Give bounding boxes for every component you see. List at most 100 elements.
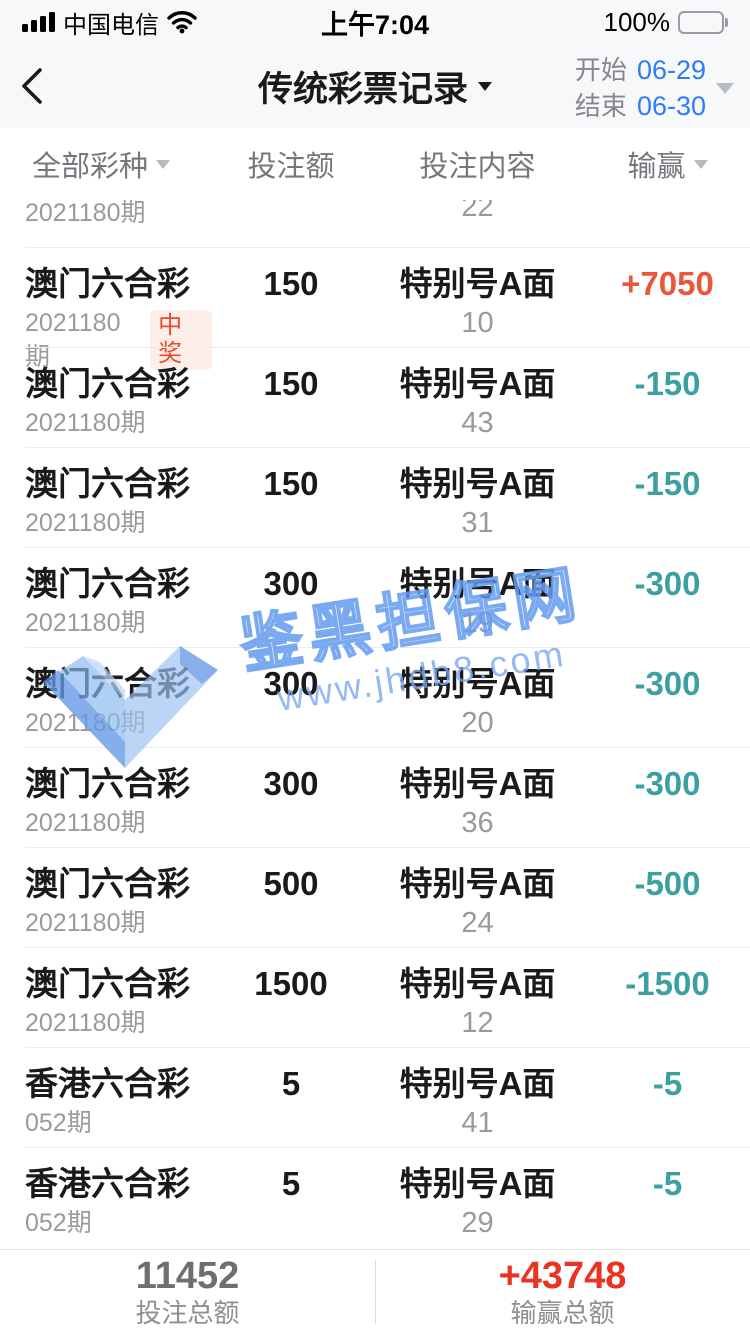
battery-percentage: 100% (603, 6, 671, 37)
row-bet-content: 特别号A面 (399, 1065, 556, 1102)
row-lottery-name: 澳门六合彩 (25, 365, 190, 402)
row-period: 2021180期 (25, 409, 146, 437)
row-period: 2021180期 (25, 1009, 146, 1037)
row-lottery-name: 澳门六合彩 (25, 465, 190, 502)
row-bet-number: 19 (461, 607, 494, 639)
row-lottery-name: 澳门六合彩 (25, 865, 190, 902)
row-bet-number: 10 (461, 307, 494, 339)
table-row[interactable]: 澳门六合彩 2021180期 500 特别号A面 24 -500 (0, 848, 750, 948)
end-date-value[interactable]: 06-30 (636, 91, 706, 121)
filter-lottery-type-label: 全部彩种 (32, 151, 149, 183)
table-row[interactable]: 澳门六合彩 2021180期 中奖 150 特别号A面 10 +7050 (0, 248, 750, 371)
row-result: -300 (634, 665, 701, 702)
win-loss-header-label: 输赢 (627, 151, 686, 183)
total-bet-value: 11452 (135, 1255, 240, 1297)
table-row[interactable]: 澳门六合彩 2021180期 150 特别号A面 31 -150 (0, 448, 750, 548)
total-win-label: 输赢总额 (510, 1298, 615, 1328)
row-bet-amount: 150 (263, 265, 319, 302)
row-bet-number: 43 (461, 407, 494, 439)
row-period: 2021180期 (25, 609, 146, 637)
bet-amount-header-label: 投注额 (247, 151, 335, 183)
end-date-label: 结束 (574, 91, 627, 121)
table-row[interactable]: 澳门六合彩 2021180期 1500 特别号A面 12 -1500 (0, 948, 750, 1048)
row-period: 2021180期 (25, 909, 146, 937)
row-bet-number: 24 (461, 907, 494, 939)
row-bet-content: 特别号A面 (399, 465, 556, 502)
table-row[interactable]: 香港六合彩 052期 5 特别号A面 41 -5 (0, 1048, 750, 1148)
total-win-value: +43748 (498, 1255, 627, 1297)
row-period: 2021180期 (25, 809, 146, 837)
row-result: -1500 (625, 965, 710, 1002)
end-date-row[interactable]: 结束 06-30 (575, 88, 706, 124)
clock-time: 上午7:04 (320, 9, 430, 40)
row-bet-content: 特别号A面 (399, 265, 556, 302)
date-caret-down-icon (716, 82, 734, 94)
partial-clipped-row[interactable]: 2021180期 22 (0, 200, 750, 248)
lottery-type-caret-icon (156, 159, 171, 169)
row-bet-amount: 150 (263, 465, 319, 502)
row-period: 052期 (25, 1209, 92, 1237)
win-loss-caret-icon (693, 159, 708, 169)
row-bet-amount: 300 (263, 565, 319, 602)
win-badge: 中奖 (150, 310, 212, 370)
row-bet-amount: 1500 (254, 965, 328, 1002)
row-bet-content: 特别号A面 (399, 365, 556, 402)
row-result: +7050 (621, 265, 714, 302)
row-bet-amount: 5 (281, 1165, 301, 1202)
row-bet-content: 特别号A面 (399, 865, 556, 902)
table-row[interactable]: 澳门六合彩 2021180期 300 特别号A面 36 -300 (0, 748, 750, 848)
bet-record-list: 2021180期 22 澳门六合彩 2021180期 中奖 150 特别号A面 … (0, 200, 750, 1248)
back-button[interactable] (20, 66, 60, 106)
row-result: -150 (634, 465, 701, 502)
row-bet-content: 特别号A面 (399, 565, 556, 602)
table-row[interactable]: 澳门六合彩 2021180期 300 特别号A面 20 -300 (0, 648, 750, 748)
row-bet-amount: 300 (263, 665, 319, 702)
column-header-bar: 全部彩种 投注额 投注内容 输赢 (0, 128, 750, 200)
total-bet-block: 11452 投注总额 (0, 1250, 375, 1334)
footer-divider (375, 1260, 376, 1324)
wifi-icon (167, 11, 197, 34)
page-title: 传统彩票记录 (257, 69, 468, 109)
start-date-value[interactable]: 06-29 (636, 55, 706, 85)
row-result: -5 (652, 1165, 683, 1202)
filter-lottery-type[interactable]: 全部彩种 (0, 143, 212, 185)
total-win-block: +43748 输赢总额 (375, 1250, 750, 1334)
column-header-bet-amount: 投注额 (212, 143, 370, 185)
filter-win-loss-sort[interactable]: 输赢 (585, 143, 750, 185)
total-bet-label: 投注总额 (135, 1298, 240, 1328)
row-bet-number: 20 (461, 707, 494, 739)
row-result: -5 (652, 1065, 683, 1102)
row-result: -150 (634, 365, 701, 402)
start-date-label: 开始 (574, 55, 627, 85)
row-lottery-name: 澳门六合彩 (25, 665, 190, 702)
row-result: -500 (634, 865, 701, 902)
row-bet-number: 36 (461, 807, 494, 839)
row-bet-content: 特别号A面 (399, 965, 556, 1002)
bet-content-header-label: 投注内容 (419, 151, 536, 183)
row-lottery-name: 澳门六合彩 (25, 265, 190, 302)
row-lottery-name: 澳门六合彩 (25, 965, 190, 1002)
table-row[interactable]: 香港六合彩 052期 5 特别号A面 29 -5 (0, 1148, 750, 1248)
row-bet-amount: 300 (263, 765, 319, 802)
back-chevron-icon (22, 68, 42, 104)
row-bet-number: 31 (461, 507, 494, 539)
row-period: 052期 (25, 1109, 92, 1137)
column-header-bet-content: 投注内容 (370, 143, 585, 185)
row-lottery-name: 澳门六合彩 (25, 765, 190, 802)
page-title-dropdown[interactable]: 传统彩票记录 (258, 61, 492, 112)
row-lottery-name: 香港六合彩 (25, 1165, 190, 1202)
row-bet-content: 特别号A面 (399, 1165, 556, 1202)
battery-icon (678, 10, 728, 34)
table-row[interactable]: 澳门六合彩 2021180期 300 特别号A面 19 -300 (0, 548, 750, 648)
table-row[interactable]: 澳门六合彩 2021180期 150 特别号A面 43 -150 (0, 348, 750, 448)
nav-bar: 传统彩票记录 开始 06-29 结束 06-30 (0, 44, 750, 128)
row-bet-amount: 500 (263, 865, 319, 902)
row-result: -300 (634, 765, 701, 802)
row-period: 2021180期 (25, 709, 146, 737)
start-date-row[interactable]: 开始 06-29 (575, 52, 706, 88)
row-period: 2021180期 (25, 509, 146, 537)
date-range-picker[interactable]: 开始 06-29 结束 06-30 (575, 52, 734, 124)
row-result: -300 (634, 565, 701, 602)
row-period: 2021180期 (25, 200, 146, 227)
carrier-label: 中国电信 (63, 11, 159, 39)
